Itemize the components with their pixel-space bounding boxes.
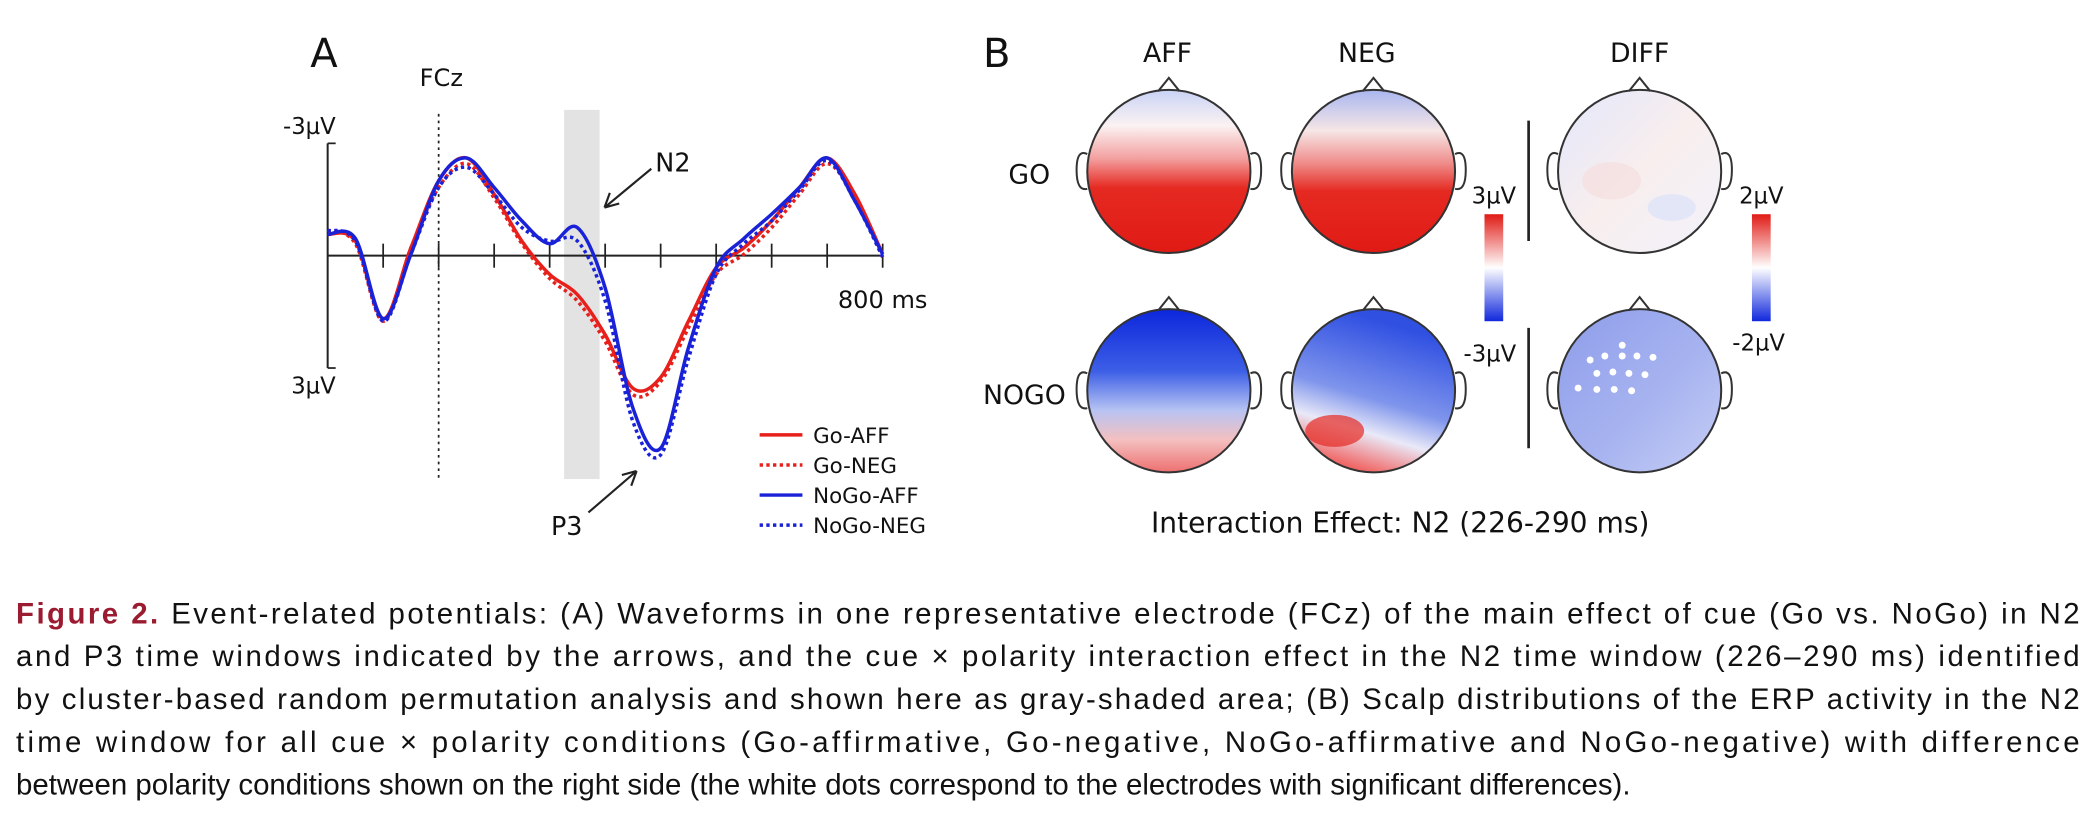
annotation: P3 <box>551 511 583 541</box>
caption-text: Event-related potentials: (A) Waveforms … <box>171 597 2079 630</box>
head-map <box>1291 89 1456 254</box>
colorbar <box>1484 214 1504 322</box>
column-label: NEG <box>1338 38 1396 69</box>
legend-label: Go-NEG <box>813 454 897 479</box>
column-label: DIFF <box>1610 38 1669 69</box>
caption-label: Figure 2. <box>16 597 158 630</box>
y-tick-label: 3µV <box>291 373 336 399</box>
caption-line: time window for all cue × polarity condi… <box>16 726 2080 759</box>
arrow <box>603 167 652 209</box>
head-outlines <box>1075 76 1733 474</box>
colorbar-max: 3µV <box>1472 184 1517 210</box>
arrow <box>587 469 638 514</box>
legend-label: NoGo-AFF <box>813 484 919 509</box>
colorbar-max: 2µV <box>1739 184 1784 210</box>
waveform <box>326 161 885 399</box>
legend-label: Go-AFF <box>813 424 890 449</box>
caption-line: Figure 2. Event-related potentials: (A) … <box>16 597 2080 630</box>
head-map <box>1558 309 1722 473</box>
x-tick-label: 800 ms <box>838 286 928 314</box>
head-map <box>1087 89 1251 254</box>
electrode-label: FCz <box>420 64 463 92</box>
annotation: N2 <box>655 147 690 177</box>
panel-label: A <box>310 31 338 77</box>
colorbar-min: -3µV <box>1464 341 1517 367</box>
significant-electrodes <box>1574 341 1657 395</box>
head-map <box>1291 309 1456 473</box>
row-label: GO <box>1008 159 1050 190</box>
colorbar <box>1751 214 1771 322</box>
legend-label: NoGo-NEG <box>813 514 926 539</box>
waveform <box>327 156 885 453</box>
column-label: AFF <box>1143 38 1192 69</box>
caption: Figure 2. Event-related potentials: (A) … <box>16 597 2080 801</box>
head-map <box>1087 309 1251 473</box>
topomaps: B AFF NEG DIFF GO NOGO 3µV <box>983 31 1785 539</box>
panel-title: Interaction Effect: N2 (226-290 ms) <box>1151 507 1649 540</box>
caption-line: between polarity conditions shown on the… <box>16 769 1630 802</box>
row-label: NOGO <box>983 380 1066 411</box>
colorbar-min: -2µV <box>1732 331 1785 357</box>
caption-line: by cluster-based random permutation anal… <box>16 683 2080 716</box>
panel-label: B <box>983 31 1011 77</box>
head-map <box>1558 89 1722 254</box>
caption-line: and P3 time windows indicated by the arr… <box>16 640 2080 673</box>
waveform-plot: FCz 800 ms -3µV 3µV Go-AFF Go-NEG NoGo-AFF NoGo… <box>283 64 927 541</box>
y-tick-label: -3µV <box>283 114 336 140</box>
